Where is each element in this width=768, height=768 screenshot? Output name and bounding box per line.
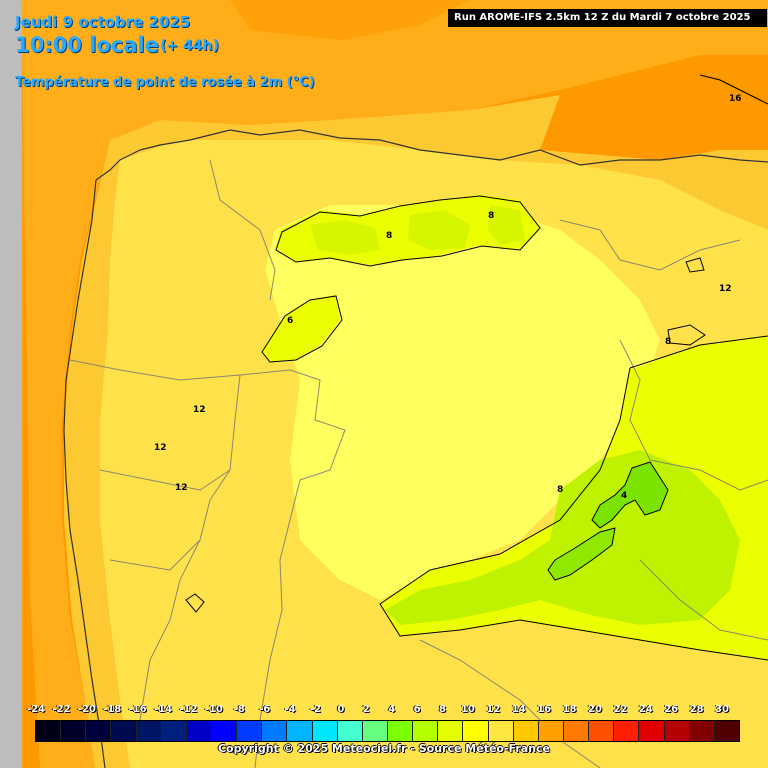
legend-tick-label: -16	[128, 704, 147, 715]
ocean-12-14-field	[22, 0, 768, 768]
legend-color-cell	[714, 721, 739, 741]
legend-color-cell	[312, 721, 338, 741]
legend-color-cell	[86, 721, 112, 741]
lead-time: (+ 44h)	[160, 38, 219, 54]
legend-tick-label: 30	[715, 704, 729, 715]
run-info-banner: Run AROME-IFS 2.5km 12 Z du Mardi 7 octo…	[448, 9, 767, 27]
admin-borders	[69, 159, 768, 768]
legend-tick-label: 24	[638, 704, 653, 715]
legend-tick-label: -12	[179, 704, 198, 715]
legend-color-cell	[413, 721, 439, 741]
legend-color-cell	[237, 721, 263, 741]
contour-label: 12	[175, 483, 188, 493]
color-scale-bar	[35, 720, 740, 742]
legend-color-cell	[36, 721, 62, 741]
legend-tick-label: -6	[259, 704, 271, 715]
legend-tick-label: -4	[284, 704, 296, 715]
land-2-4-core	[592, 462, 668, 528]
legend-tick-label: 22	[613, 704, 628, 715]
contour-lines	[185, 74, 768, 661]
legend-tick-label: -2	[309, 704, 322, 715]
legend-color-cell	[664, 721, 690, 741]
contour-label: 8	[665, 337, 671, 347]
legend-tick-label: 14	[511, 704, 526, 715]
contour-label: 8	[386, 231, 392, 241]
legend-color-cell	[513, 721, 539, 741]
legend-color-cell	[211, 721, 238, 741]
legend-tick-label: 10	[460, 704, 475, 715]
land-8-10-field	[265, 205, 660, 600]
contour-label: 12	[719, 284, 732, 294]
legend-tick-labels: -24 -22 -20 -18 -16 -14 -12 -10 -8 -6 -4 -2 0 2 4 6 8 10 1…	[24, 704, 744, 718]
copyright-notice: Copyright © 2025 Meteociel.fr - Source M…	[217, 742, 551, 755]
west-6-8-patch	[262, 295, 340, 362]
legend-color-cell	[262, 721, 288, 741]
legend-color-cell	[186, 721, 212, 741]
north-4-6-spots	[310, 205, 525, 255]
legend-tick-label: -22	[52, 704, 71, 715]
legend-tick-label: -20	[77, 704, 96, 715]
legend-color-cell	[463, 721, 489, 741]
legend-color-cell	[614, 721, 640, 741]
sea-12-14-patch	[230, 0, 470, 40]
contour-label: 8	[488, 211, 494, 221]
legend-tick-label: -14	[153, 704, 173, 715]
coastline	[63, 129, 768, 768]
legend-color-cell	[287, 721, 313, 741]
legend-tick-label: 0	[337, 704, 345, 715]
legend-color-cell	[488, 721, 514, 741]
legend-tick-label: 2	[362, 704, 370, 715]
legend-color-cell	[161, 721, 187, 741]
forecast-time: 10:00 locale	[15, 33, 159, 57]
legend-color-cell	[438, 721, 464, 741]
legend-tick-label: 26	[664, 704, 679, 715]
parameter-title: Température de point de rosée à 2m (°C)	[15, 75, 315, 90]
legend-color-cell	[387, 721, 414, 741]
legend-tick-label: 28	[689, 704, 704, 715]
legend-tick-label: 8	[439, 704, 446, 715]
contour-label: 12	[193, 405, 206, 415]
legend-color-cell	[362, 721, 388, 741]
legend-tick-label: 4	[388, 704, 396, 715]
legend-tick-label: -10	[204, 704, 223, 715]
legend-color-cell	[563, 721, 590, 741]
legend-tick-label: -8	[233, 704, 245, 715]
legend-color-cell	[337, 721, 363, 741]
legend-color-cell	[111, 721, 137, 741]
contour-label: 16	[729, 94, 742, 104]
contour-label: 8	[557, 485, 563, 495]
legend-tick-label: 16	[537, 704, 552, 715]
legend-color-cell	[538, 721, 564, 741]
legend-color-cell	[589, 721, 615, 741]
land-2-4-strip	[548, 528, 615, 580]
legend-tick-label: 20	[587, 704, 602, 715]
legend-tick-label: -24	[26, 704, 46, 715]
contour-label: 4	[621, 491, 627, 501]
legend-tick-label: -18	[103, 704, 122, 715]
legend-tick-label: 6	[413, 704, 421, 715]
sea-14-16-northeast	[540, 55, 768, 160]
legend-color-cell	[136, 721, 162, 741]
contour-label: 12	[154, 443, 167, 453]
forecast-date: Jeudi 9 octobre 2025	[15, 13, 191, 31]
legend-color-cell	[61, 721, 87, 741]
legend-color-cell	[689, 721, 715, 741]
legend-tick-label: 12	[486, 704, 501, 715]
legend-color-cell	[639, 721, 665, 741]
legend-tick-label: 18	[562, 704, 577, 715]
contour-label: 6	[287, 316, 293, 326]
